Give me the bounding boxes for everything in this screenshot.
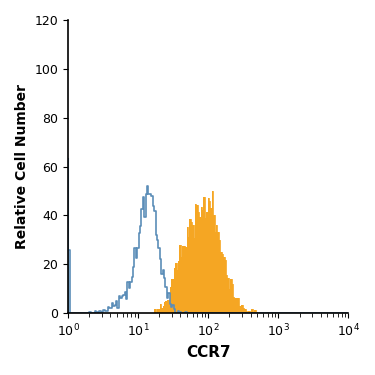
X-axis label: CCR7: CCR7 bbox=[186, 345, 231, 360]
Y-axis label: Relative Cell Number: Relative Cell Number bbox=[15, 84, 29, 249]
